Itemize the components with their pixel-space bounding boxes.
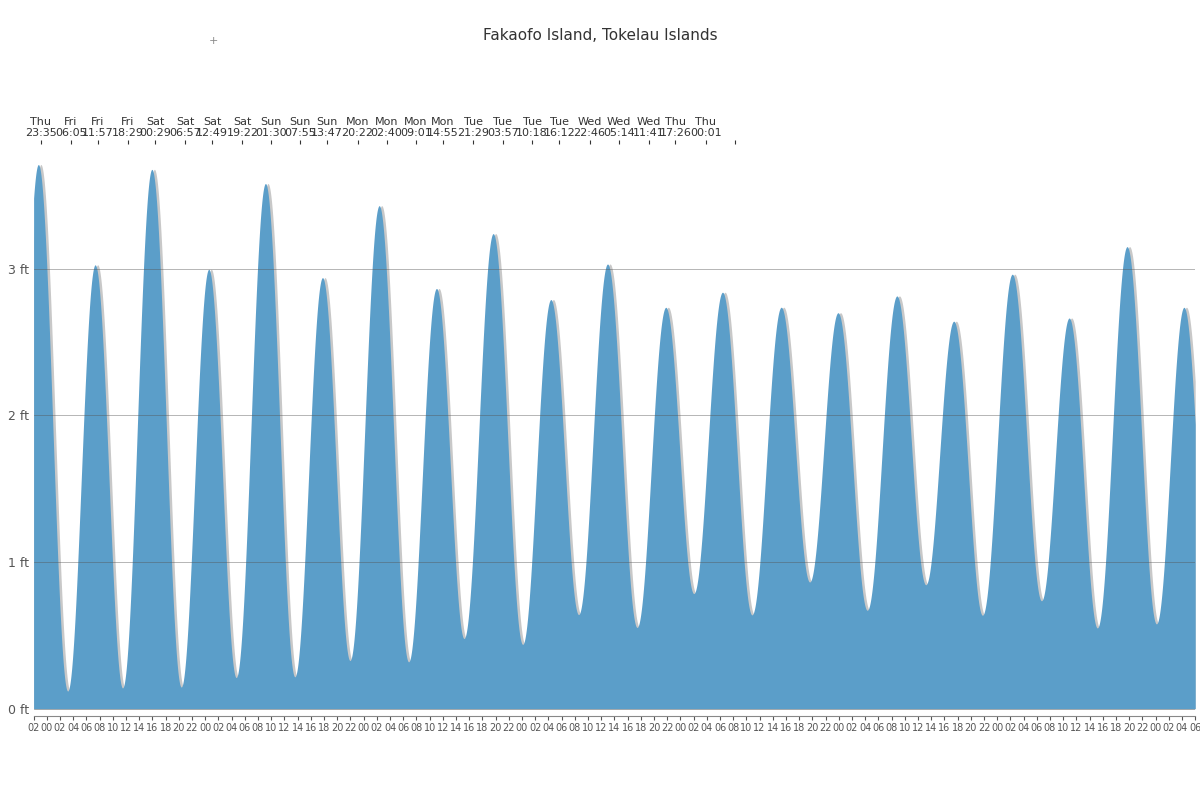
- Text: +: +: [209, 36, 218, 46]
- Text: Fakaofo Island, Tokelau Islands: Fakaofo Island, Tokelau Islands: [482, 28, 718, 43]
